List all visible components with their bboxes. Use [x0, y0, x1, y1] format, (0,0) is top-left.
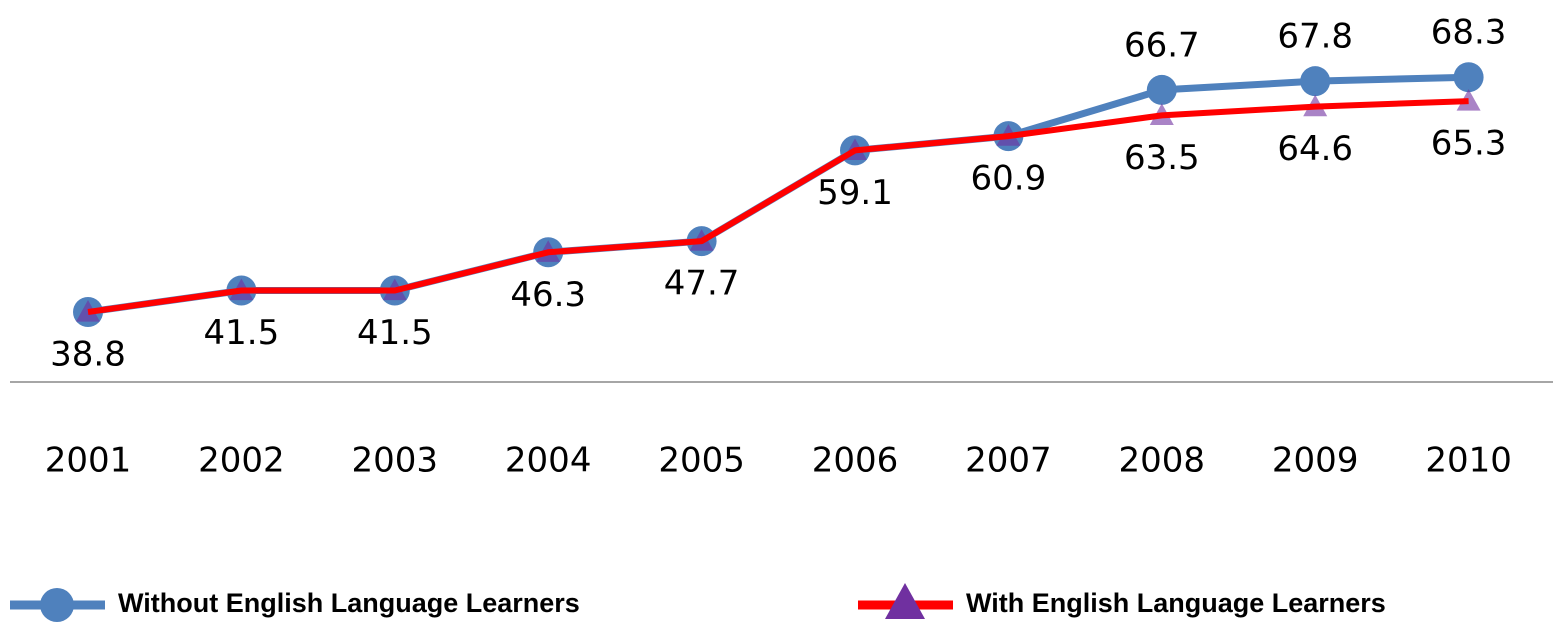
data-label: 41.5 [357, 313, 433, 353]
series-line [87, 98, 1469, 315]
data-label: 41.5 [204, 313, 280, 353]
legend-marker [885, 583, 925, 619]
marker [1453, 62, 1484, 93]
marker [1300, 66, 1331, 97]
data-label: 59.1 [817, 173, 893, 213]
x-tick-label: 2004 [505, 441, 592, 481]
x-tick-label: 2003 [352, 441, 439, 481]
legend-marker [40, 588, 74, 622]
x-tick-label: 2001 [45, 441, 132, 481]
data-label: 66.7 [1124, 25, 1200, 65]
x-tick-label: 2005 [658, 441, 745, 481]
data-label: 60.9 [971, 159, 1047, 199]
legend-label: Without English Language Learners [118, 588, 580, 618]
x-tick-label: 2010 [1425, 441, 1512, 481]
legend-label: With English Language Learners [966, 588, 1386, 618]
x-tick-label: 2009 [1272, 441, 1359, 481]
marker [1146, 74, 1177, 105]
x-tick-label: 2008 [1119, 441, 1206, 481]
data-label: 67.8 [1277, 17, 1353, 57]
x-tick-label: 2006 [812, 441, 899, 481]
data-label: 38.8 [50, 334, 126, 374]
data-label: 64.6 [1277, 129, 1353, 169]
x-tick-label: 2007 [965, 441, 1052, 481]
x-tick-label: 2002 [198, 441, 285, 481]
data-label: 63.5 [1124, 138, 1200, 178]
data-label: 68.3 [1431, 13, 1507, 53]
marker [1456, 89, 1481, 111]
data-label: 47.7 [664, 264, 740, 304]
data-label: 65.3 [1431, 124, 1507, 164]
data-label: 46.3 [510, 275, 586, 315]
